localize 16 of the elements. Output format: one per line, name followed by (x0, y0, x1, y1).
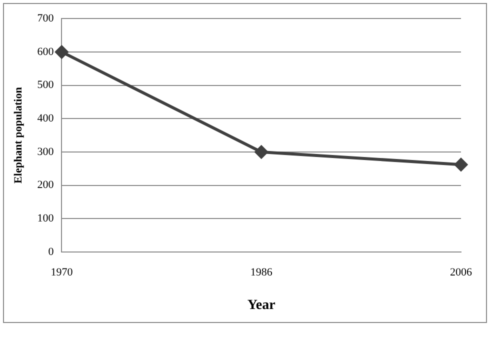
y-tick-label: 600 (37, 46, 54, 58)
y-tick-label: 200 (37, 179, 54, 192)
x-axis-title: Year (247, 298, 276, 314)
point (254, 145, 268, 158)
point (55, 45, 68, 58)
y-tick-label: 700 (37, 12, 54, 24)
y-tick-label: 300 (37, 146, 54, 158)
x-tick-label: 1970 (50, 266, 74, 278)
y-tick-label: 0 (48, 246, 54, 258)
y-tick-label: 400 (37, 112, 54, 125)
y-tick-label: 100 (37, 212, 54, 225)
x-tick-label: 1986 (250, 266, 273, 278)
y-tick-label: 500 (37, 79, 54, 92)
y-axis-title: Elephant population (12, 87, 24, 184)
x-tick-label: 2006 (450, 266, 472, 278)
point (454, 158, 468, 172)
